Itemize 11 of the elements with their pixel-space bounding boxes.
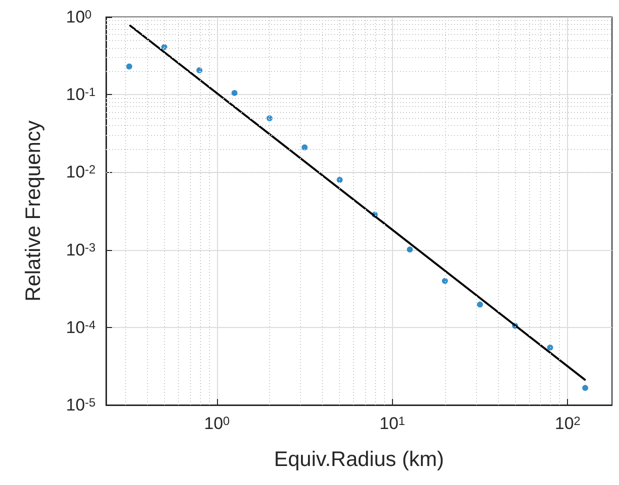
x-axis-title: Equiv.Radius (km) bbox=[274, 448, 444, 471]
point bbox=[336, 176, 343, 183]
point bbox=[442, 278, 448, 284]
point bbox=[231, 90, 238, 96]
y-axis-title: Relative Frequency bbox=[22, 120, 45, 302]
point bbox=[582, 384, 588, 391]
point bbox=[126, 64, 132, 70]
point bbox=[406, 246, 413, 252]
point bbox=[302, 144, 308, 150]
point bbox=[547, 344, 554, 351]
point bbox=[476, 302, 483, 308]
